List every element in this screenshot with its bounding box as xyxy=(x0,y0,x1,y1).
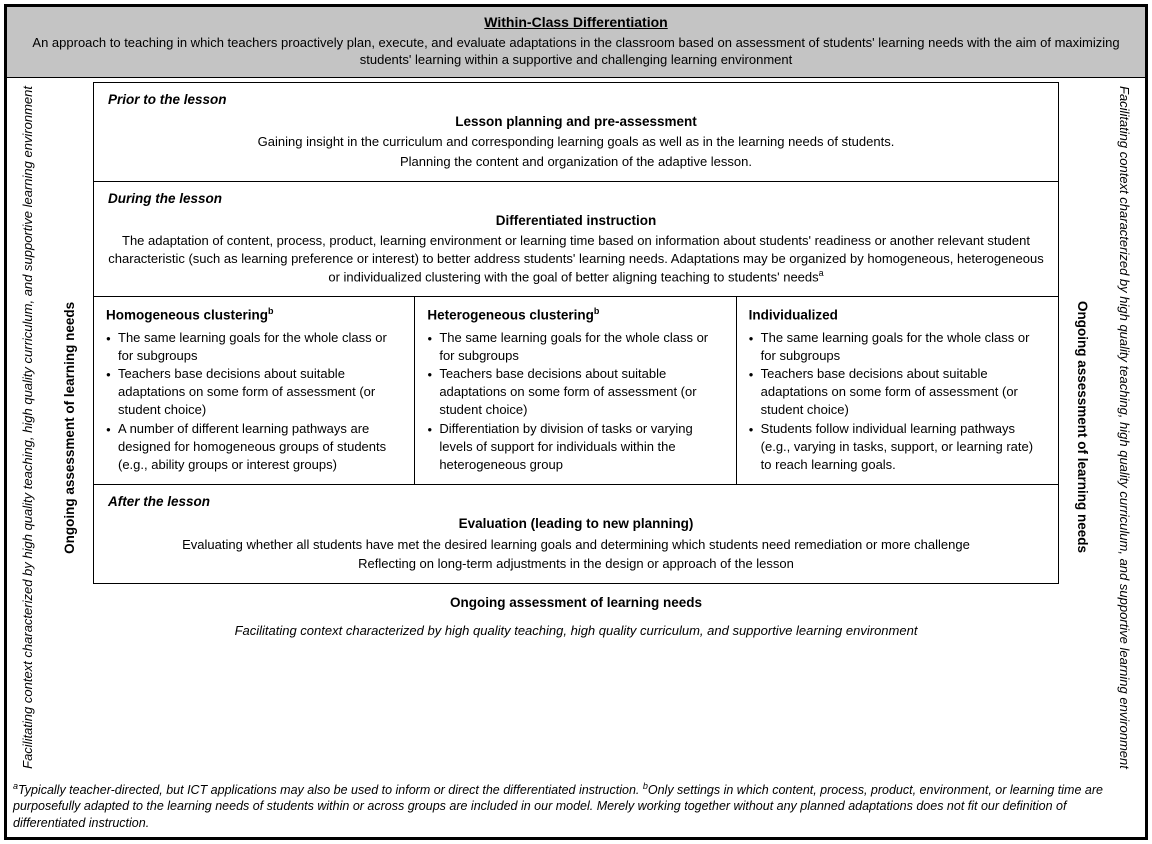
right-context-label: Facilitating context characterized by hi… xyxy=(1103,78,1145,777)
after-label: After the lesson xyxy=(108,493,1044,511)
list-item: The same learning goals for the whole cl… xyxy=(106,329,402,365)
list-item: Teachers base decisions about suitable a… xyxy=(749,365,1046,420)
right-assessment-label: Ongoing assessment of learning needs xyxy=(1061,78,1103,777)
cluster-title-1: Heterogeneous clusteringb xyxy=(427,305,723,325)
list-item: The same learning goals for the whole cl… xyxy=(427,329,723,365)
cluster-homogeneous: Homogeneous clusteringb The same learnin… xyxy=(94,297,415,484)
list-item: The same learning goals for the whole cl… xyxy=(749,329,1046,365)
after-title: Evaluation (leading to new planning) xyxy=(108,515,1044,533)
footnotes: aTypically teacher-directed, but ICT app… xyxy=(7,777,1145,837)
left-context-label: Facilitating context characterized by hi… xyxy=(7,78,49,777)
bottom-assessment-label: Ongoing assessment of learning needs xyxy=(91,584,1061,618)
prior-phase: Prior to the lesson Lesson planning and … xyxy=(94,83,1058,182)
after-phase: After the lesson Evaluation (leading to … xyxy=(94,484,1058,583)
after-body-2: Reflecting on long-term adjustments in t… xyxy=(108,555,1044,573)
bottom-context-label: Facilitating context characterized by hi… xyxy=(91,618,1061,650)
list-item: Differentiation by division of tasks or … xyxy=(427,420,723,475)
header-title: Within-Class Differentiation xyxy=(27,13,1125,32)
prior-body-1: Gaining insight in the curriculum and co… xyxy=(108,133,1044,151)
cluster-title-0: Homogeneous clusteringb xyxy=(106,305,402,325)
cluster-individualized: Individualized The same learning goals f… xyxy=(737,297,1058,484)
center-column: Prior to the lesson Lesson planning and … xyxy=(91,78,1061,777)
during-phase: During the lesson Differentiated instruc… xyxy=(94,182,1058,297)
list-item: Teachers base decisions about suitable a… xyxy=(427,365,723,420)
prior-title: Lesson planning and pre-assessment xyxy=(108,113,1044,131)
list-item: A number of different learning pathways … xyxy=(106,420,402,475)
main-grid: Facilitating context characterized by hi… xyxy=(7,78,1145,777)
prior-body-2: Planning the content and organization of… xyxy=(108,153,1044,171)
prior-label: Prior to the lesson xyxy=(108,91,1044,109)
cluster-title-2: Individualized xyxy=(749,305,1046,325)
list-item: Students follow individual learning path… xyxy=(749,420,1046,475)
cluster-heterogeneous: Heterogeneous clusteringb The same learn… xyxy=(415,297,736,484)
after-body-1: Evaluating whether all students have met… xyxy=(108,536,1044,554)
during-title: Differentiated instruction xyxy=(108,212,1044,230)
during-label: During the lesson xyxy=(108,190,1044,208)
list-item: Teachers base decisions about suitable a… xyxy=(106,365,402,420)
cluster-row: Homogeneous clusteringb The same learnin… xyxy=(94,297,1058,484)
header-band: Within-Class Differentiation An approach… xyxy=(7,7,1145,78)
inner-frame: Prior to the lesson Lesson planning and … xyxy=(93,82,1059,584)
during-body: The adaptation of content, process, prod… xyxy=(108,232,1044,286)
left-assessment-label: Ongoing assessment of learning needs xyxy=(49,78,91,777)
header-desc: An approach to teaching in which teacher… xyxy=(27,34,1125,69)
diagram-frame: Within-Class Differentiation An approach… xyxy=(4,4,1148,840)
